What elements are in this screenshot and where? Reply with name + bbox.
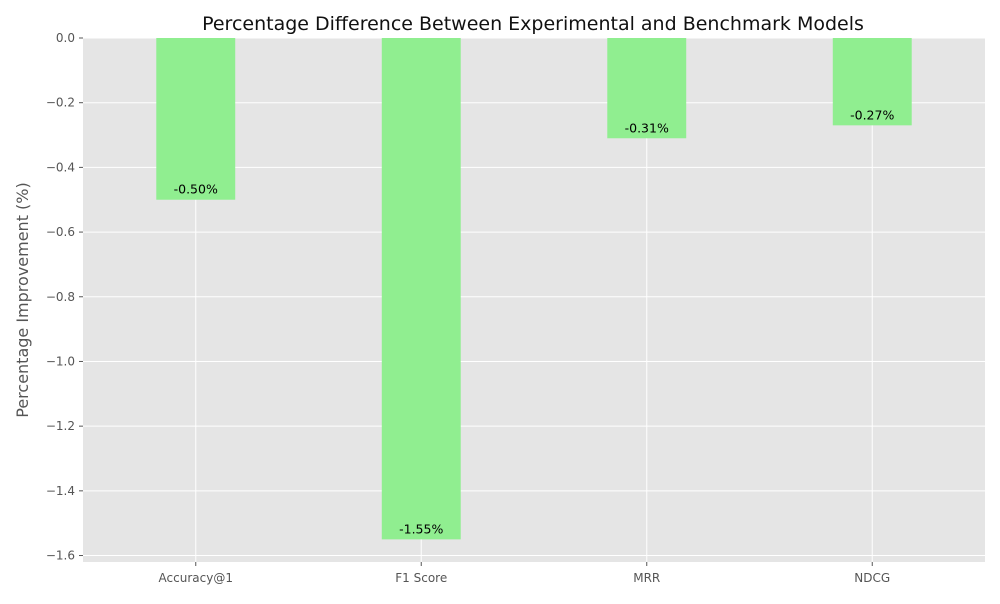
bar [381,38,461,540]
bar-value-label: -1.55% [399,521,443,536]
x-tick-label: Accuracy@1 [159,571,233,585]
y-tick-label: −0.8 [46,290,75,304]
bar-value-label: -0.50% [174,182,218,197]
y-tick-label: −0.4 [46,160,75,174]
x-tick-label: F1 Score [395,571,447,585]
y-tick-label: −1.6 [46,549,75,563]
y-tick-label: −0.6 [46,225,75,239]
y-tick-label: −1.2 [46,419,75,433]
y-tick-label: 0.0 [56,31,75,45]
bar-value-label: -0.27% [850,107,894,122]
y-tick-label: −1.0 [46,354,75,368]
y-tick-label: −0.2 [46,96,75,110]
bar [156,38,236,200]
bar [832,38,912,126]
bar [607,38,687,139]
bar-value-label: -0.31% [625,120,669,135]
x-tick-label: NDCG [854,571,890,585]
y-axis-ticks: 0.0 −0.2 −0.4 −0.6 −0.8 −1.0 −1.2 −1.4 −1.6 [46,31,83,563]
x-axis-ticks: Accuracy@1 F1 Score MRR NDCG [159,562,890,585]
data-labels: -0.50% -1.55% -0.31% -0.27% [174,107,895,536]
bars [156,38,912,540]
chart-title: Percentage Difference Between Experiment… [202,13,864,35]
x-tick-label: MRR [633,571,660,585]
y-axis-label: Percentage Improvement (%) [13,182,32,418]
y-tick-label: −1.4 [46,484,75,498]
